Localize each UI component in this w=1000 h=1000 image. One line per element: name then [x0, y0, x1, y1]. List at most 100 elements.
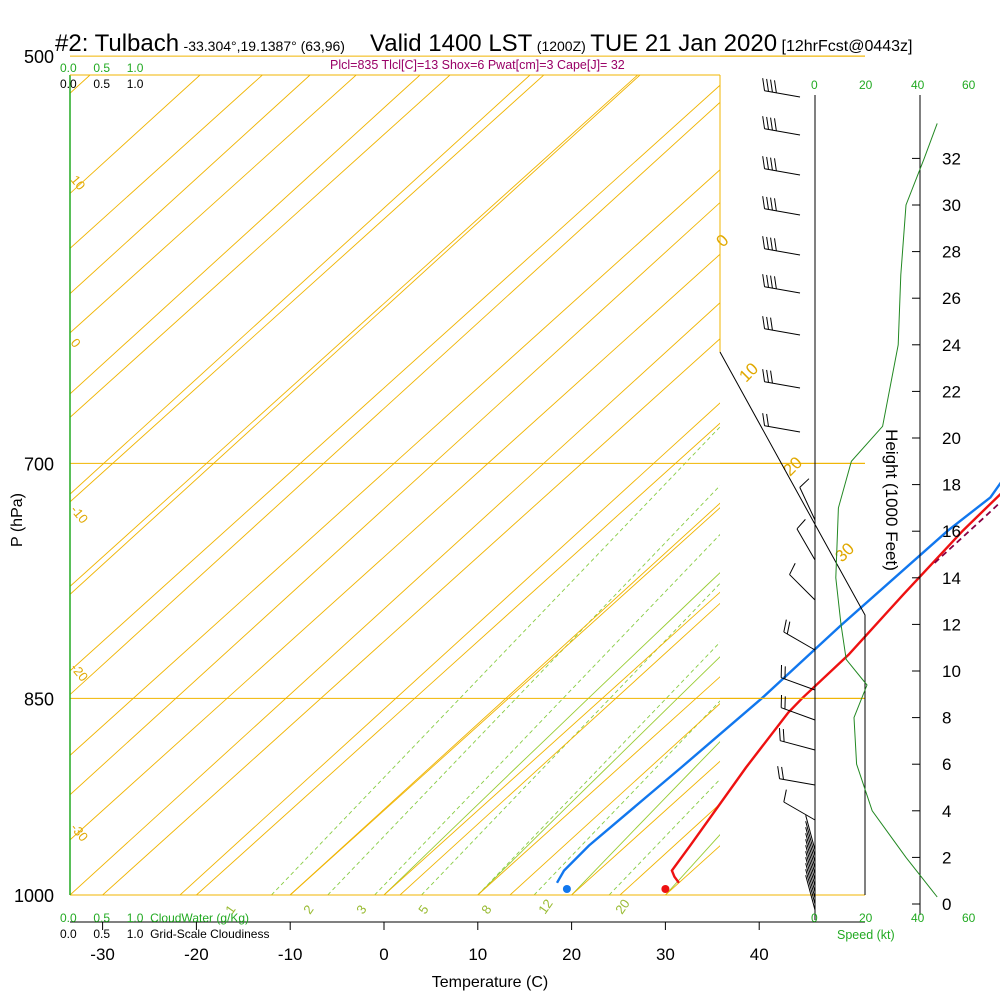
dry-adiabat — [70, 201, 720, 796]
mixing-ratio-label: 5 — [415, 902, 431, 917]
height-tick-label: 6 — [942, 755, 951, 774]
x-tick-label: -30 — [90, 945, 115, 964]
height-tick-label: 26 — [942, 289, 961, 308]
isotherm — [70, 75, 451, 418]
cloudiness-label: Grid-Scale Cloudiness — [150, 927, 270, 941]
x-tick-label: 0 — [379, 945, 388, 964]
mixing-ratio-line — [533, 700, 720, 895]
isotherm — [70, 75, 639, 587]
isotherm — [70, 75, 357, 334]
barb-staff — [764, 168, 801, 176]
barb-flag — [762, 116, 766, 129]
dry-adiabat-label: 0 — [712, 231, 732, 251]
scale-tick: 1.0 — [126, 77, 144, 91]
slope-outline — [719, 351, 866, 895]
speed-scale-top: 0 — [811, 78, 818, 92]
height-tick-label: 18 — [942, 476, 961, 495]
barb-staff — [805, 869, 816, 905]
barb-flag — [796, 519, 806, 530]
barb-flag — [762, 78, 766, 91]
barb-flag — [762, 369, 766, 382]
isotherm — [102, 338, 720, 895]
mixing-ratio-line — [374, 533, 720, 895]
barb-flag — [770, 237, 773, 251]
mixing-ratio-line — [271, 426, 720, 895]
y-tick-label: 700 — [24, 454, 54, 474]
barb-flag — [770, 317, 773, 331]
isotherm — [853, 0, 1000, 895]
wind-barb — [805, 857, 816, 893]
wind-barb — [762, 156, 801, 176]
mixing-ratio-line — [477, 641, 720, 895]
wind-barb — [762, 196, 801, 216]
height-tick-label: 14 — [942, 569, 961, 588]
dry-adiabat — [509, 703, 720, 895]
barb-staff — [805, 845, 816, 881]
speed-scale-top: 40 — [911, 78, 924, 92]
wind-barb — [805, 827, 816, 863]
barb-staff — [805, 857, 816, 893]
y-tick-label: 500 — [24, 47, 54, 67]
wind-barb — [805, 839, 816, 875]
isotherm — [70, 169, 720, 756]
wind-barb — [762, 413, 801, 433]
dry-adiabat — [70, 75, 311, 295]
moist-adiabat — [571, 741, 720, 895]
barb-flag — [774, 276, 777, 289]
speed-axis-label: Speed (kt) — [837, 928, 895, 942]
isotherm — [70, 253, 720, 841]
wind-barb — [780, 695, 816, 721]
forecast-label: [12hrFcst@0443z] — [781, 38, 913, 55]
barb-flag — [774, 238, 777, 251]
barb-flag — [770, 79, 773, 93]
barb-staff — [779, 778, 816, 786]
barb-flag — [766, 116, 769, 130]
wind-barb — [762, 116, 801, 136]
dry-adiabat — [399, 602, 720, 895]
stability-indices: Plcl=835 Tlcl[C]=13 Shox=6 Pwat[cm]=3 Ca… — [330, 58, 625, 72]
scale-tick: 0.0 — [60, 77, 77, 91]
barb-staff — [805, 821, 816, 857]
speed-scale-bottom: 0 — [811, 911, 818, 925]
x-tick-label: 40 — [750, 945, 769, 964]
barb-staff — [805, 875, 816, 911]
barb-staff — [764, 328, 801, 336]
wind-barb — [780, 665, 816, 691]
barb-flag — [784, 696, 786, 710]
barb-staff — [764, 90, 801, 98]
barb-flag — [774, 158, 777, 171]
speed-tick: 20 — [859, 911, 873, 925]
dry-adiabat-label: 10 — [735, 359, 762, 386]
station-coords: -33.304°,19.1387° (63,96) — [183, 38, 345, 54]
wind-barb — [783, 789, 816, 821]
barb-flag — [784, 666, 786, 680]
barb-staff — [764, 128, 801, 136]
moist-adiabat — [477, 656, 720, 895]
valid-label: Valid 1400 LST — [370, 30, 533, 57]
barb-staff — [805, 839, 816, 875]
barb-flag — [774, 80, 777, 93]
scale-tick: 1.0 — [126, 61, 144, 75]
speed-tick: 60 — [962, 78, 976, 92]
barb-staff — [805, 833, 816, 869]
barb-staff — [764, 381, 801, 389]
barb-flag — [780, 665, 783, 678]
height-tick-label: 30 — [942, 196, 961, 215]
dry-adiabat — [70, 75, 421, 395]
barb-flag — [789, 563, 796, 575]
speed-tick: 40 — [911, 911, 925, 925]
wind-barb — [805, 845, 816, 881]
wind-barb — [778, 728, 816, 751]
barb-staff — [764, 286, 801, 294]
scale-tick: 0.0 — [60, 911, 77, 925]
barb-flag — [766, 369, 769, 383]
barb-flag — [766, 316, 769, 330]
barb-flag — [783, 789, 787, 803]
barb-staff — [781, 707, 816, 721]
isotherm-label: -20 — [68, 660, 92, 684]
barb-flag — [770, 275, 773, 289]
y-tick-label: 850 — [24, 689, 54, 709]
barb-flag — [766, 156, 769, 170]
